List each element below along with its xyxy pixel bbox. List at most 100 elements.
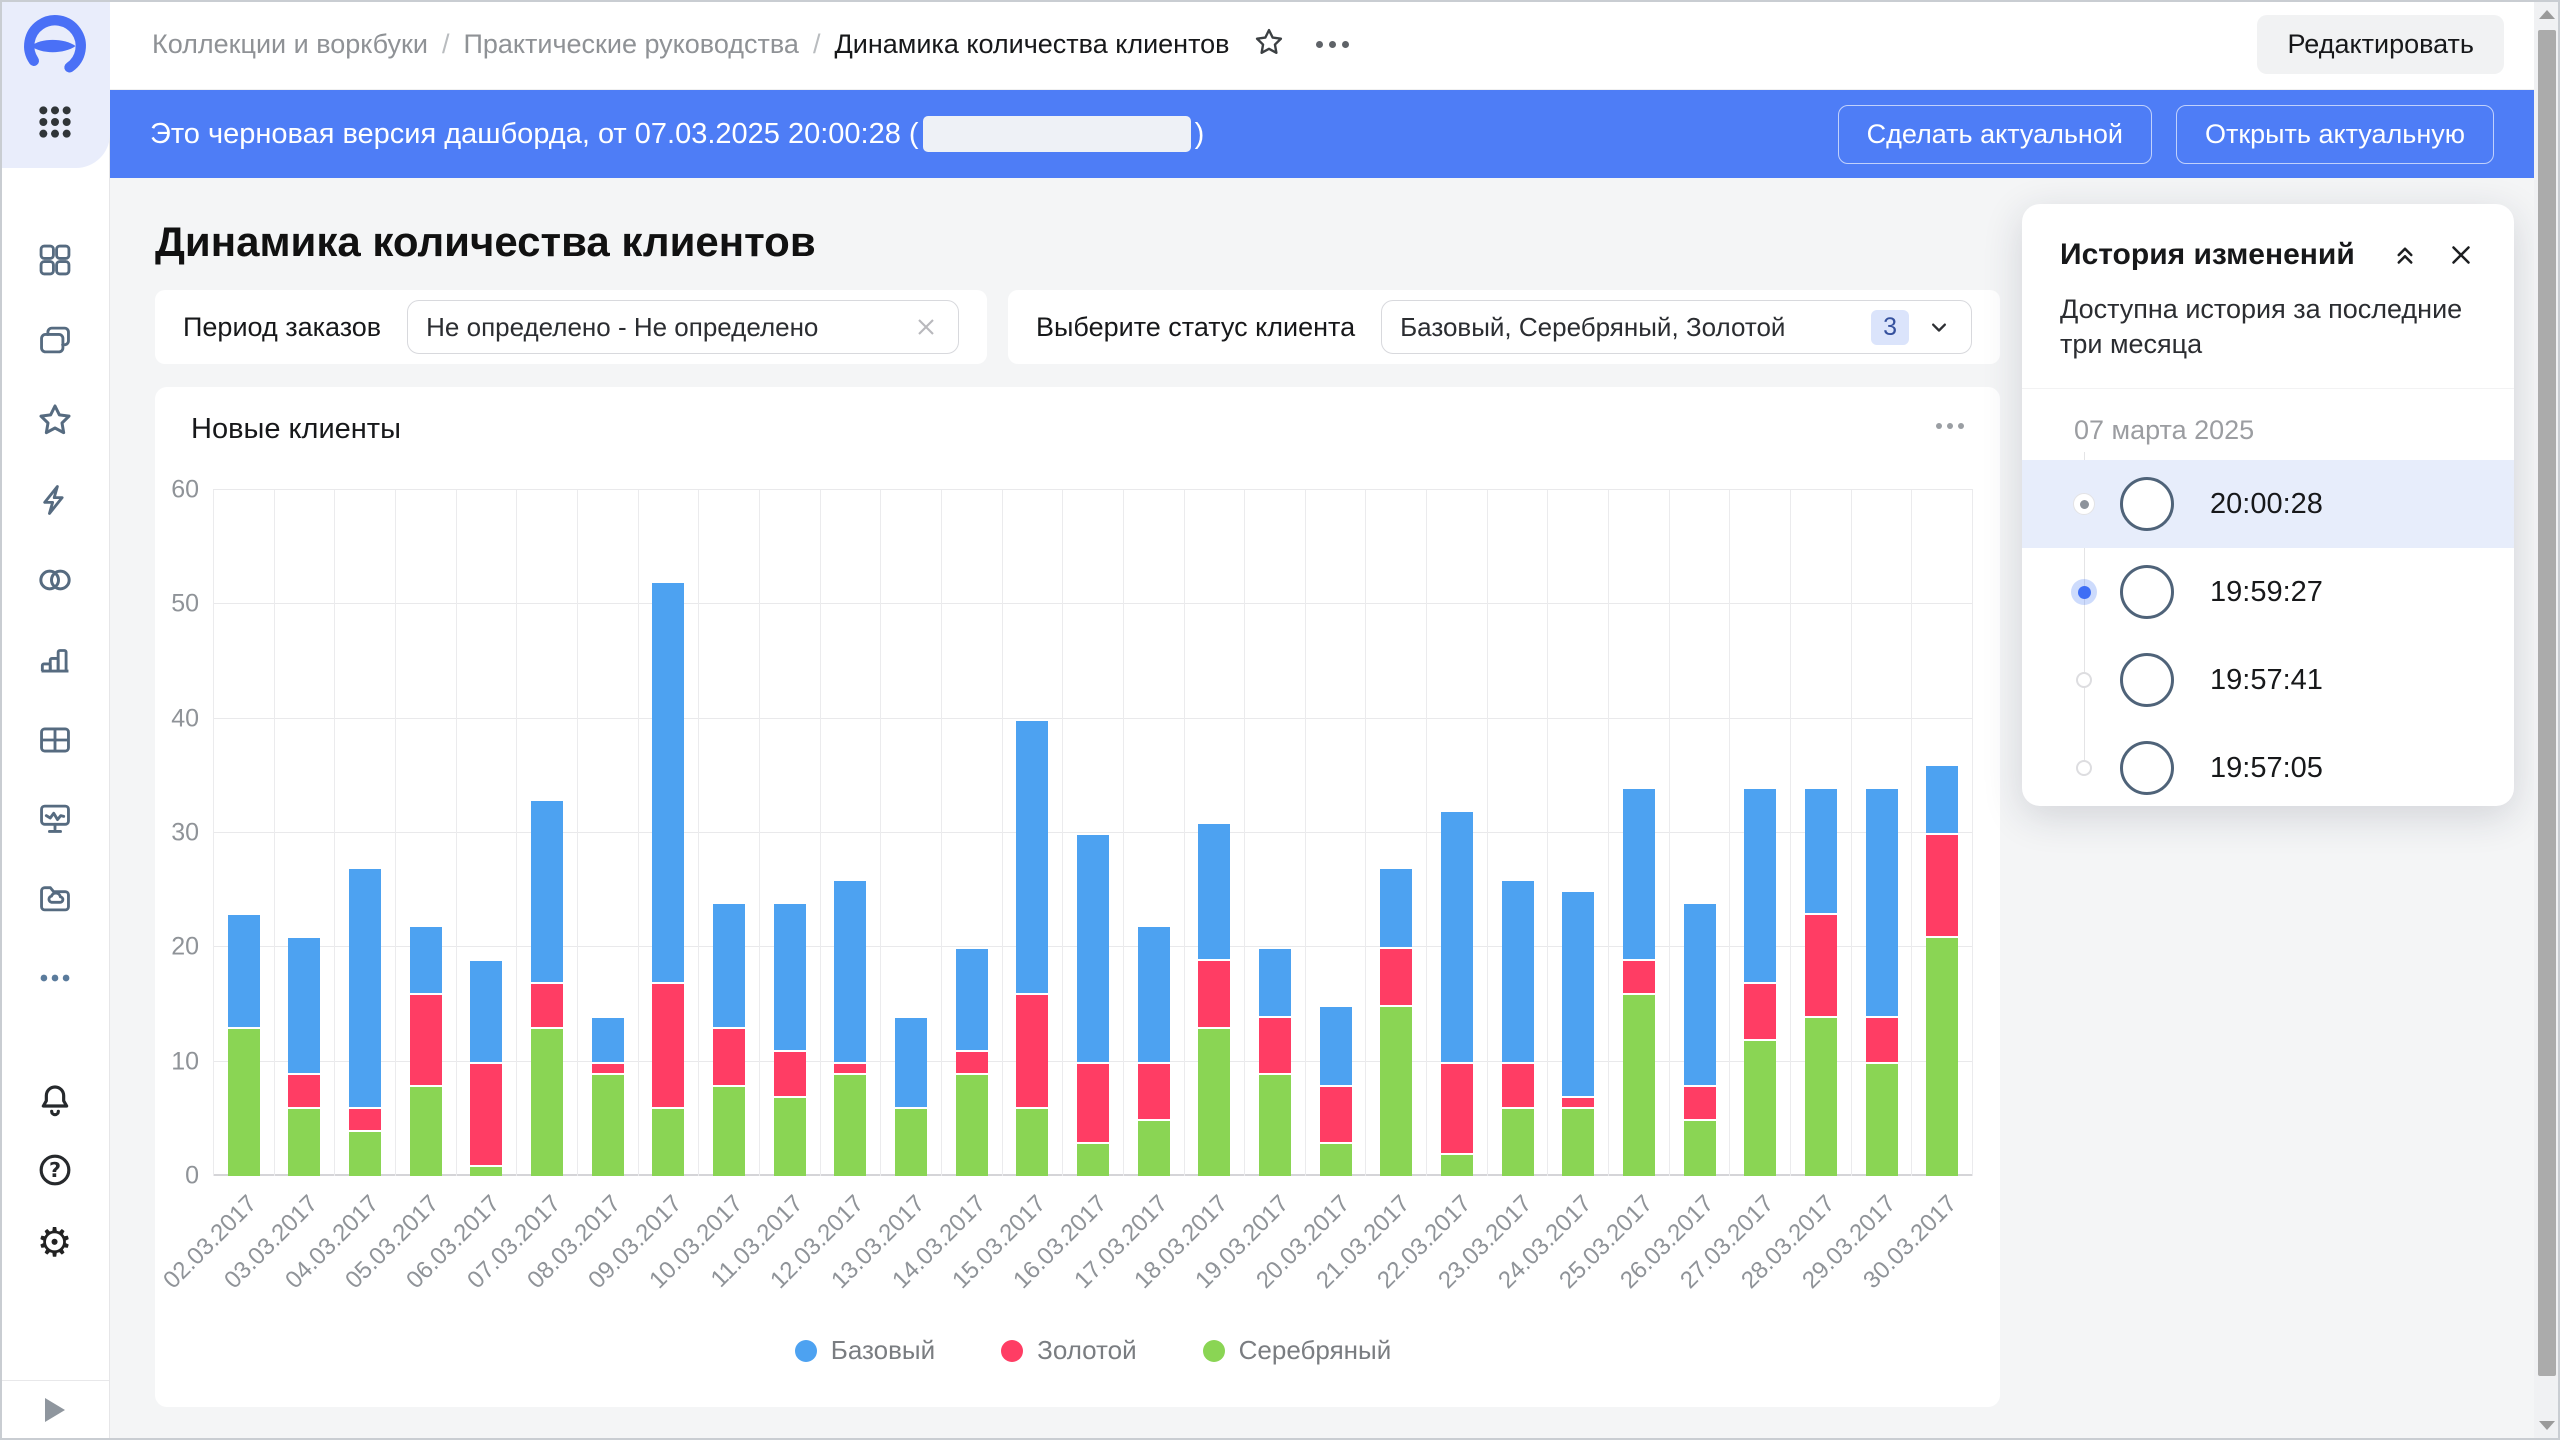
history-item[interactable]: 19:57:41: [2022, 636, 2514, 724]
bar-column[interactable]: [940, 490, 1002, 1176]
bar-segment-Серебряный[interactable]: [409, 1084, 442, 1176]
editor-monitor-icon[interactable]: [36, 799, 74, 837]
bar-segment-Серебряный[interactable]: [773, 1095, 806, 1176]
bar-column[interactable]: [1062, 490, 1123, 1176]
more-actions-icon[interactable]: [1315, 41, 1349, 48]
bar-segment-Серебряный[interactable]: [591, 1073, 624, 1176]
bar-segment-Золотой[interactable]: [1622, 958, 1655, 994]
bar-segment-Серебряный[interactable]: [1198, 1027, 1231, 1176]
history-item[interactable]: 20:00:28: [2022, 460, 2514, 549]
bar-column[interactable]: [698, 490, 759, 1176]
bar-column[interactable]: [1304, 490, 1366, 1176]
bar-segment-Базовый[interactable]: [1501, 878, 1534, 1062]
clear-icon[interactable]: [912, 313, 940, 341]
bar-segment-Базовый[interactable]: [1137, 924, 1170, 1062]
bar-segment-Золотой[interactable]: [1440, 1061, 1473, 1154]
dashboards-icon[interactable]: [36, 241, 74, 279]
bar-column[interactable]: [516, 490, 577, 1176]
breadcrumb-item[interactable]: Практические руководства: [463, 29, 799, 59]
chart-plot[interactable]: 0 10 20 30 40 50 60: [171, 476, 1974, 1190]
bar-column[interactable]: [334, 490, 395, 1176]
bar-segment-Золотой[interactable]: [773, 1050, 806, 1096]
timeline-marker-default[interactable]: [2070, 672, 2098, 689]
notifications-bell-icon[interactable]: [35, 1080, 75, 1120]
bar-column[interactable]: [576, 490, 638, 1176]
bar-segment-Золотой[interactable]: [1258, 1015, 1291, 1074]
collections-icon[interactable]: [36, 321, 74, 359]
bar-segment-Золотой[interactable]: [409, 993, 442, 1085]
bar-column[interactable]: [1183, 490, 1245, 1176]
bar-column[interactable]: [1790, 490, 1851, 1176]
expand-sidebar-button[interactable]: [44, 1398, 65, 1422]
bar-segment-Базовый[interactable]: [1077, 833, 1110, 1062]
bar-segment-Базовый[interactable]: [1440, 810, 1473, 1062]
bar-segment-Серебряный[interactable]: [834, 1073, 867, 1176]
bar-segment-Серебряный[interactable]: [652, 1107, 685, 1176]
bar-segment-Золотой[interactable]: [1926, 833, 1959, 936]
apps-grid-icon[interactable]: [35, 102, 75, 142]
connections-icon[interactable]: [35, 560, 75, 600]
bar-column[interactable]: [394, 490, 456, 1176]
bar-segment-Серебряный[interactable]: [713, 1084, 746, 1176]
bar-segment-Базовый[interactable]: [1683, 901, 1716, 1085]
bar-segment-Серебряный[interactable]: [1016, 1107, 1049, 1176]
bar-segment-Золотой[interactable]: [1562, 1095, 1595, 1108]
bar-segment-Серебряный[interactable]: [895, 1107, 928, 1176]
timeline-marker-selected[interactable]: [2070, 579, 2098, 606]
history-item[interactable]: 19:59:27: [2022, 548, 2514, 636]
chart-menu-icon[interactable]: [1936, 423, 1964, 429]
bar-segment-Базовый[interactable]: [349, 867, 382, 1108]
status-filter-select[interactable]: Базовый, Серебряный, Золотой 3: [1381, 300, 1972, 354]
bar-segment-Базовый[interactable]: [652, 581, 685, 982]
charts-icon[interactable]: [36, 641, 74, 679]
bar-segment-Базовый[interactable]: [531, 798, 564, 982]
bar-segment-Серебряный[interactable]: [1804, 1015, 1837, 1176]
bar-column[interactable]: [1426, 490, 1487, 1176]
bar-column[interactable]: [1911, 490, 1974, 1176]
bar-segment-Базовый[interactable]: [1198, 821, 1231, 959]
scrollbar-thumb[interactable]: [2538, 30, 2556, 1376]
bar-column[interactable]: [1547, 490, 1608, 1176]
bar-column[interactable]: [1850, 490, 1912, 1176]
bar-segment-Золотой[interactable]: [1198, 958, 1231, 1028]
bar-segment-Базовый[interactable]: [1319, 1004, 1352, 1085]
bar-column[interactable]: [1122, 490, 1184, 1176]
bar-segment-Базовый[interactable]: [591, 1015, 624, 1062]
legend-item[interactable]: Базовый: [794, 1335, 935, 1366]
bar-segment-Серебряный[interactable]: [1501, 1107, 1534, 1176]
close-icon[interactable]: [2446, 240, 2476, 270]
timeline-marker-current[interactable]: [2070, 493, 2098, 516]
bar-segment-Золотой[interactable]: [834, 1061, 867, 1074]
bar-segment-Золотой[interactable]: [1501, 1061, 1534, 1108]
bar-segment-Базовый[interactable]: [1926, 764, 1959, 834]
help-icon[interactable]: ?: [35, 1150, 75, 1190]
bar-segment-Золотой[interactable]: [288, 1073, 321, 1108]
bar-segment-Серебряный[interactable]: [1683, 1118, 1716, 1176]
bar-segment-Серебряный[interactable]: [1744, 1038, 1777, 1176]
bar-segment-Серебряный[interactable]: [349, 1130, 382, 1176]
bar-segment-Золотой[interactable]: [713, 1027, 746, 1085]
bar-segment-Базовый[interactable]: [1622, 787, 1655, 959]
bar-segment-Серебряный[interactable]: [470, 1164, 503, 1176]
bar-segment-Базовый[interactable]: [1016, 718, 1049, 994]
bar-segment-Золотой[interactable]: [531, 981, 564, 1028]
bar-column[interactable]: [455, 490, 517, 1176]
bar-segment-Базовый[interactable]: [1804, 787, 1837, 914]
datalens-logo-icon[interactable]: [22, 13, 88, 79]
open-actual-button[interactable]: Открыть актуальную: [2175, 104, 2494, 164]
make-actual-button[interactable]: Сделать актуальной: [1837, 104, 2152, 164]
more-ellipsis-icon[interactable]: [36, 959, 74, 997]
favorites-star-icon[interactable]: [35, 400, 75, 440]
bar-segment-Серебряный[interactable]: [227, 1027, 260, 1176]
bar-segment-Серебряный[interactable]: [1319, 1141, 1352, 1176]
bar-segment-Серебряный[interactable]: [531, 1027, 564, 1176]
bar-segment-Золотой[interactable]: [1016, 993, 1049, 1108]
datasets-table-icon[interactable]: [36, 721, 74, 759]
history-item[interactable]: 19:57:05: [2022, 724, 2514, 812]
breadcrumb-item[interactable]: Динамика количества клиентов: [834, 29, 1230, 59]
breadcrumb-item[interactable]: Коллекции и воркбуки: [152, 29, 428, 59]
bar-column[interactable]: [1244, 490, 1305, 1176]
legend-item[interactable]: Золотой: [1001, 1335, 1137, 1366]
bar-segment-Базовый[interactable]: [1380, 867, 1413, 948]
bar-segment-Серебряный[interactable]: [1077, 1141, 1110, 1176]
